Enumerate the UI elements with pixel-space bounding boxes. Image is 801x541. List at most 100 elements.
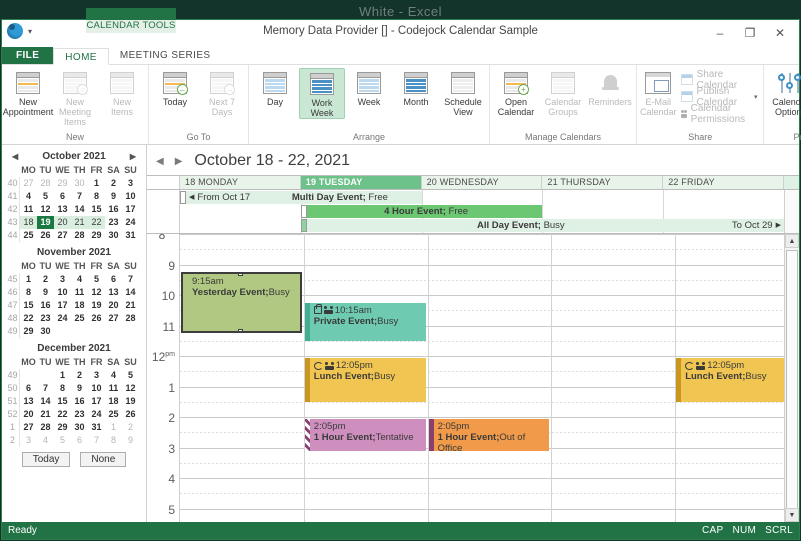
mini-calendar-day[interactable]: 5: [59, 435, 65, 445]
mini-calendar-day[interactable]: 12: [91, 287, 102, 297]
mini-calendar-day[interactable]: 30: [108, 230, 119, 240]
today-button[interactable]: ← Today: [152, 68, 198, 107]
calendar-permissions-button[interactable]: Calendar Permissions: [678, 103, 761, 125]
mini-calendar-0[interactable]: ◀ October 2021 ▶ MO TU WE TH FR SA SU 40 27 28 29 30 1 2…: [6, 149, 142, 242]
mini-calendar-day[interactable]: 2: [42, 274, 48, 284]
all-day-event-2[interactable]: All Day Event; Busy To Oct 29 ▶: [300, 219, 784, 232]
mini-calendar-day[interactable]: 5: [127, 370, 133, 380]
scrollbar-thumb[interactable]: [786, 250, 798, 518]
view-week-button[interactable]: Week: [346, 68, 392, 107]
mini-calendar-day[interactable]: 9: [42, 287, 48, 297]
tab-file[interactable]: FILE: [2, 47, 54, 64]
view-schedule-button[interactable]: Schedule View: [440, 68, 486, 117]
all-day-event-handle[interactable]: [300, 219, 307, 232]
mini-calendar-day[interactable]: 20: [54, 216, 71, 229]
calendar-event-4[interactable]: 2:05pm 1 Hour Event;Tentative: [304, 419, 426, 451]
mini-calendar-day[interactable]: 15: [23, 300, 34, 310]
mini-calendar-day[interactable]: 11: [23, 204, 34, 214]
mini-calendar-day[interactable]: 29: [57, 422, 68, 432]
quick-access-toolbar[interactable]: ▾: [7, 23, 32, 39]
mini-calendar-day[interactable]: 14: [125, 287, 136, 297]
mini-calendar-day[interactable]: 20: [23, 409, 34, 419]
mini-calendar-day[interactable]: 8: [25, 287, 31, 297]
mini-calendar-day[interactable]: 22: [23, 313, 34, 323]
calendar-event-1[interactable]: 10:15am Private Event;Busy: [304, 302, 426, 341]
tab-meeting-series[interactable]: MEETING SERIES: [119, 50, 211, 61]
mini-calendar-day[interactable]: 18: [20, 216, 37, 229]
mini-calendar-day[interactable]: 10: [91, 383, 102, 393]
mini-calendar-day[interactable]: 10: [125, 191, 136, 201]
scroll-down-arrow-icon[interactable]: ▼: [785, 508, 799, 522]
calendar-event-2[interactable]: 12:05pm Lunch Event;Busy: [304, 358, 426, 402]
mini-calendar-day[interactable]: 2: [76, 370, 82, 380]
mini-calendar-day[interactable]: 13: [23, 396, 34, 406]
mini-calendar-day[interactable]: 27: [108, 313, 119, 323]
chevron-down-icon[interactable]: ▾: [753, 93, 758, 101]
mini-calendar-day[interactable]: 6: [76, 435, 82, 445]
mini-calendar-day[interactable]: 31: [91, 422, 102, 432]
time-grid[interactable]: 9:15am Yesterday Event;Busy 10:15am Private…: [180, 234, 799, 522]
mini-calendar-day[interactable]: 8: [93, 191, 99, 201]
mini-calendar-day[interactable]: 13: [108, 287, 119, 297]
open-calendar-button[interactable]: + Open Calendar: [493, 68, 539, 117]
mini-calendar-day[interactable]: 11: [108, 383, 119, 393]
mini-calendar-day[interactable]: 26: [40, 230, 51, 240]
today-nav-button[interactable]: Today: [21, 452, 71, 467]
reminders-button[interactable]: Reminders: [587, 68, 633, 107]
mini-calendar-day[interactable]: 2: [110, 178, 116, 188]
none-nav-button[interactable]: None: [80, 452, 127, 467]
mini-calendar-day[interactable]: 4: [42, 435, 48, 445]
mini-calendar-day[interactable]: 4: [110, 370, 116, 380]
view-day-button[interactable]: Day: [252, 68, 298, 107]
mini-calendar-day[interactable]: 9: [110, 191, 116, 201]
mini-calendar-day[interactable]: 23: [74, 409, 85, 419]
all-day-event-handle[interactable]: [300, 205, 307, 218]
previous-period-button[interactable]: ◀: [156, 155, 164, 167]
mini-calendar-day[interactable]: 28: [74, 230, 85, 240]
mini-calendar-day[interactable]: 25: [74, 313, 85, 323]
mini-calendar-day[interactable]: 24: [91, 409, 102, 419]
mini-calendar-day[interactable]: 11: [74, 287, 85, 297]
mini-calendar-day[interactable]: 25: [108, 409, 119, 419]
mini-calendar-day[interactable]: 14: [40, 396, 51, 406]
new-meeting-items-button[interactable]: ○ New Meeting Items: [52, 68, 98, 127]
mini-calendar-day[interactable]: 17: [57, 300, 68, 310]
day-header-1[interactable]: 19 TUESDAY: [300, 176, 422, 189]
mini-calendar-day[interactable]: 30: [74, 422, 85, 432]
mini-calendar-day[interactable]: 3: [25, 435, 31, 445]
day-header-0[interactable]: 18 MONDAY: [180, 176, 301, 189]
mini-calendar-day[interactable]: 17: [91, 396, 102, 406]
mini-calendar-day[interactable]: 3: [127, 178, 133, 188]
email-calendar-button[interactable]: E-Mail Calendar: [640, 68, 677, 117]
mini-calendar-day[interactable]: 7: [127, 274, 133, 284]
mini-calendar-day[interactable]: 21: [125, 300, 136, 310]
mini-calendar-day[interactable]: 19: [91, 300, 102, 310]
mini-calendar-day[interactable]: 15: [57, 396, 68, 406]
view-work-week-button[interactable]: Work Week: [299, 68, 345, 119]
day-header-2[interactable]: 20 WEDNESDAY: [421, 176, 543, 189]
mini-calendar-day[interactable]: 25: [23, 230, 34, 240]
mini-calendar-day[interactable]: 28: [40, 178, 51, 188]
mini-calendar-day[interactable]: 9: [76, 383, 82, 393]
calendar-event-5[interactable]: 2:05pm 1 Hour Event;Out of Office: [428, 419, 550, 451]
mini-calendar-day[interactable]: 30: [40, 326, 51, 336]
day-header-4[interactable]: 22 FRIDAY: [663, 176, 784, 189]
mini-calendar-day[interactable]: 20: [108, 300, 119, 310]
mini-calendar-day[interactable]: 8: [59, 383, 65, 393]
mini-calendar-day[interactable]: 23: [40, 313, 51, 323]
mini-calendar-day[interactable]: 29: [57, 178, 68, 188]
mini-calendar-day[interactable]: 6: [110, 274, 116, 284]
mini-calendar-day[interactable]: 6: [59, 191, 65, 201]
mini-calendar-day[interactable]: 23: [108, 217, 119, 227]
mini-calendar-day[interactable]: 27: [57, 230, 68, 240]
mini-calendar-prev-icon[interactable]: ◀: [12, 152, 19, 161]
mini-calendar-day[interactable]: 16: [40, 300, 51, 310]
mini-calendar-day[interactable]: 24: [125, 217, 136, 227]
mini-calendar-day[interactable]: 12: [125, 383, 136, 393]
calendar-event-0[interactable]: 9:15am Yesterday Event;Busy: [181, 272, 302, 334]
scroll-up-arrow-icon[interactable]: ▲: [785, 234, 799, 248]
calendar-groups-button[interactable]: Calendar Groups: [540, 68, 586, 117]
calendar-options-button[interactable]: CalendarOptions: [767, 68, 801, 117]
share-calendar-button[interactable]: Share Calendar: [678, 69, 761, 91]
mini-calendar-day[interactable]: 12: [40, 204, 51, 214]
